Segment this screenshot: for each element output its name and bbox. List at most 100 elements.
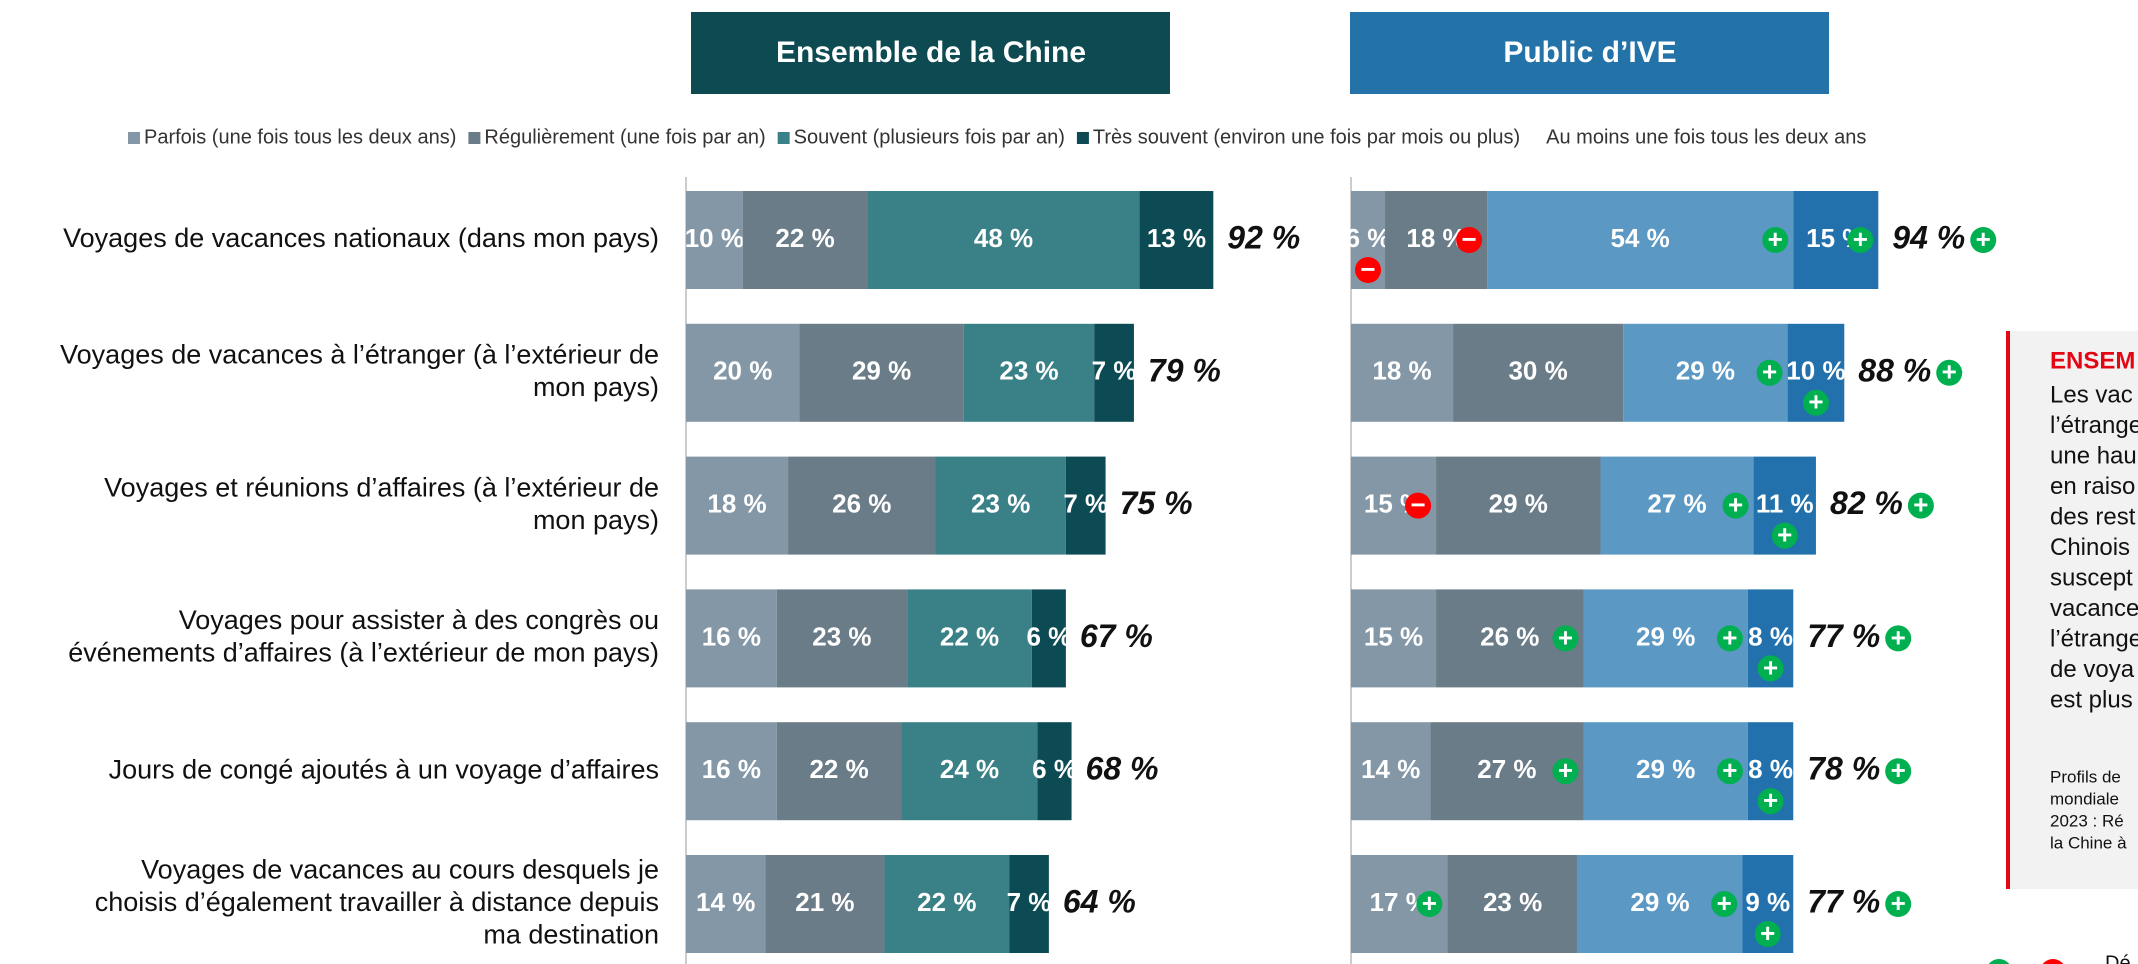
side-note-source: mondiale [2050,789,2119,808]
significance-marker [1847,227,1874,253]
bar-segment [1139,191,1214,289]
significance-marker [1456,227,1483,253]
bar-segment [1351,323,1454,422]
category-label: Voyages de vacances nationaux (dans mon … [63,223,659,253]
legend-label: Très souvent (environ une fois par mois … [1093,126,1520,148]
bar-label: 30 % [1508,356,1567,386]
side-note-line: Les vac [2050,381,2133,408]
bar-label: 6 % [1026,621,1071,651]
side-note-line: en raiso [2050,473,2135,500]
bar-label: 8 % [1748,621,1793,651]
bar-label: 26 % [1480,621,1539,651]
side-note-line: l’étrange [2050,625,2138,652]
significance-marker [1757,788,1784,815]
side-note-line: suscept [2050,564,2133,591]
bar-label: 9 % [1745,887,1790,917]
bar-label: 21 % [795,887,854,917]
significance-sign: + [1717,888,1732,918]
bar-segment [776,722,902,821]
significance-sign: + [1760,918,1775,948]
total-label: 64 % [1063,883,1136,919]
significance-sign: − [1360,254,1375,284]
bar-label: 7 % [1063,488,1108,518]
total-label: 94 % [1892,219,1965,255]
bar-segment [907,589,1032,688]
significance-sign: + [1422,888,1437,918]
significance-sign: + [1768,224,1783,254]
significance-sign: + [1942,357,1957,387]
total-label: 78 % [1807,751,1880,787]
significance-sign: + [1558,755,1573,785]
significance-marker [1771,522,1798,549]
bar-label: 24 % [940,754,999,784]
bar-label: 27 % [1647,488,1706,518]
legend-label: Régulièrement (une fois par an) [484,126,765,148]
significance-sign: + [1763,652,1778,682]
side-note-border [2006,331,2010,889]
side-note-line: une hau [2050,442,2137,469]
significance-sign: + [1558,622,1573,652]
significance-marker [1355,257,1382,283]
legend-swatch [777,132,790,144]
category-label: Jours de congé ajoutés à un voyage d’aff… [109,754,659,784]
total-label: 79 % [1148,352,1221,388]
significance-sign: + [1722,622,1737,652]
bar-segment [776,589,908,688]
bar-label: 29 % [1676,356,1735,386]
bar-label: 18 % [707,488,766,518]
total-label: 92 % [1227,219,1300,255]
significance-marker [1885,625,1912,652]
significance-marker [1552,625,1579,652]
bar-segment [686,456,789,555]
panel-header [1350,12,1829,94]
significance-marker [1907,492,1934,519]
bar-label: 8 % [1748,754,1793,784]
side-note-line: l’étrange [2050,412,2138,439]
significance-marker [1885,758,1912,785]
side-note-source: Profils de [2050,767,2121,786]
bar-label: 18 % [1406,223,1465,253]
significance-marker [1970,227,1997,253]
category-label: Voyages et réunions d’affaires (à l’exté… [104,473,659,535]
bar-label: 10 % [1786,356,1845,386]
significance-marker [1757,655,1784,682]
bar-label: 54 % [1611,223,1670,253]
bar-segment [686,722,777,821]
bar-segment [1065,456,1106,555]
bar-segment [765,855,885,953]
bar-label: 14 % [696,887,755,917]
side-note-line: vacance [2050,595,2138,622]
bar-segment [884,855,1010,953]
bar-label: 7 % [1092,356,1137,386]
significance-marker [1802,389,1829,416]
bar-label: 22 % [809,754,868,784]
significance-marker [1405,492,1432,519]
legend-swatch [128,132,140,144]
significance-marker [1716,625,1743,652]
bar-label: 26 % [832,488,891,518]
significance-sign: + [1913,489,1928,519]
side-note-line: est plus [2050,686,2133,713]
panel-title: Ensemble de la Chine [776,36,1086,69]
side-note-line: de voya [2050,656,2135,683]
total-label: 75 % [1120,485,1193,521]
bar-label: 6 % [1346,223,1391,253]
bar-label: 14 % [1361,754,1420,784]
bar-segment [686,191,743,289]
bar-label: 13 % [1147,223,1206,253]
bar-label: 29 % [852,356,911,386]
legend-label: Au moins une fois tous les deux ans [1546,126,1866,148]
significance-sign: − [1410,489,1425,519]
bar-label: 11 % [1756,488,1814,518]
bar-segment [788,456,936,555]
total-label: 68 % [1086,751,1159,787]
bar-label: 16 % [702,621,761,651]
bar-label: 7 % [1007,887,1052,917]
bar-label: 22 % [917,887,976,917]
bar-segment [799,323,964,422]
significance-marker [1716,758,1743,785]
footer-icon [2042,959,2064,964]
bar-label: 6 % [1032,754,1077,784]
significance-marker [1756,359,1783,386]
